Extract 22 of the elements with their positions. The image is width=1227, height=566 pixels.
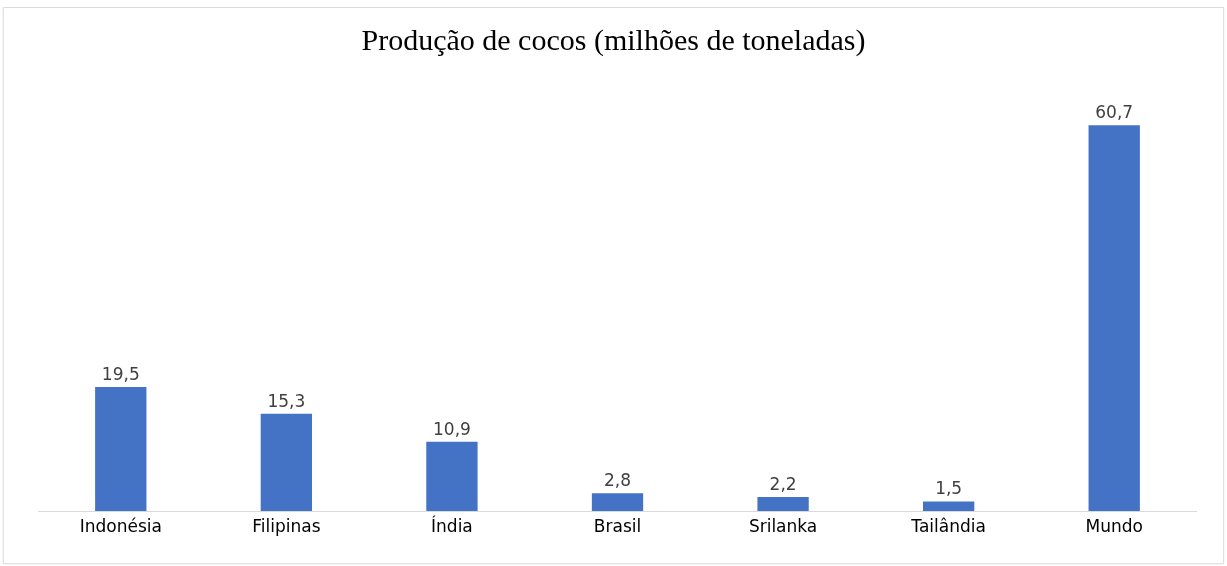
data-label: 15,3 xyxy=(267,390,306,411)
x-tick-label: Srilanka xyxy=(748,516,818,537)
chart-title: Produção de cocos (milhões de toneladas) xyxy=(361,23,866,58)
data-label: 2,2 xyxy=(769,474,797,495)
bar xyxy=(922,501,975,511)
data-label: 19,5 xyxy=(101,364,140,385)
data-label: 10,9 xyxy=(433,418,471,439)
x-tick-label: Mundo xyxy=(1085,516,1143,537)
bar xyxy=(426,441,478,511)
bar xyxy=(1088,125,1140,511)
x-tick-label: Filipinas xyxy=(252,516,321,537)
x-tick-label: Brasil xyxy=(593,516,642,537)
bar xyxy=(591,493,644,511)
data-label: 1,5 xyxy=(935,478,963,499)
bar xyxy=(95,387,147,511)
data-label: 2,8 xyxy=(603,470,632,491)
data-label: 60,7 xyxy=(1095,102,1134,123)
bar xyxy=(260,413,313,511)
bar xyxy=(757,497,809,511)
x-tick-label: Indonésia xyxy=(79,516,162,537)
x-tick-label: Tailândia xyxy=(910,516,986,537)
x-tick-label: Índia xyxy=(431,515,473,537)
